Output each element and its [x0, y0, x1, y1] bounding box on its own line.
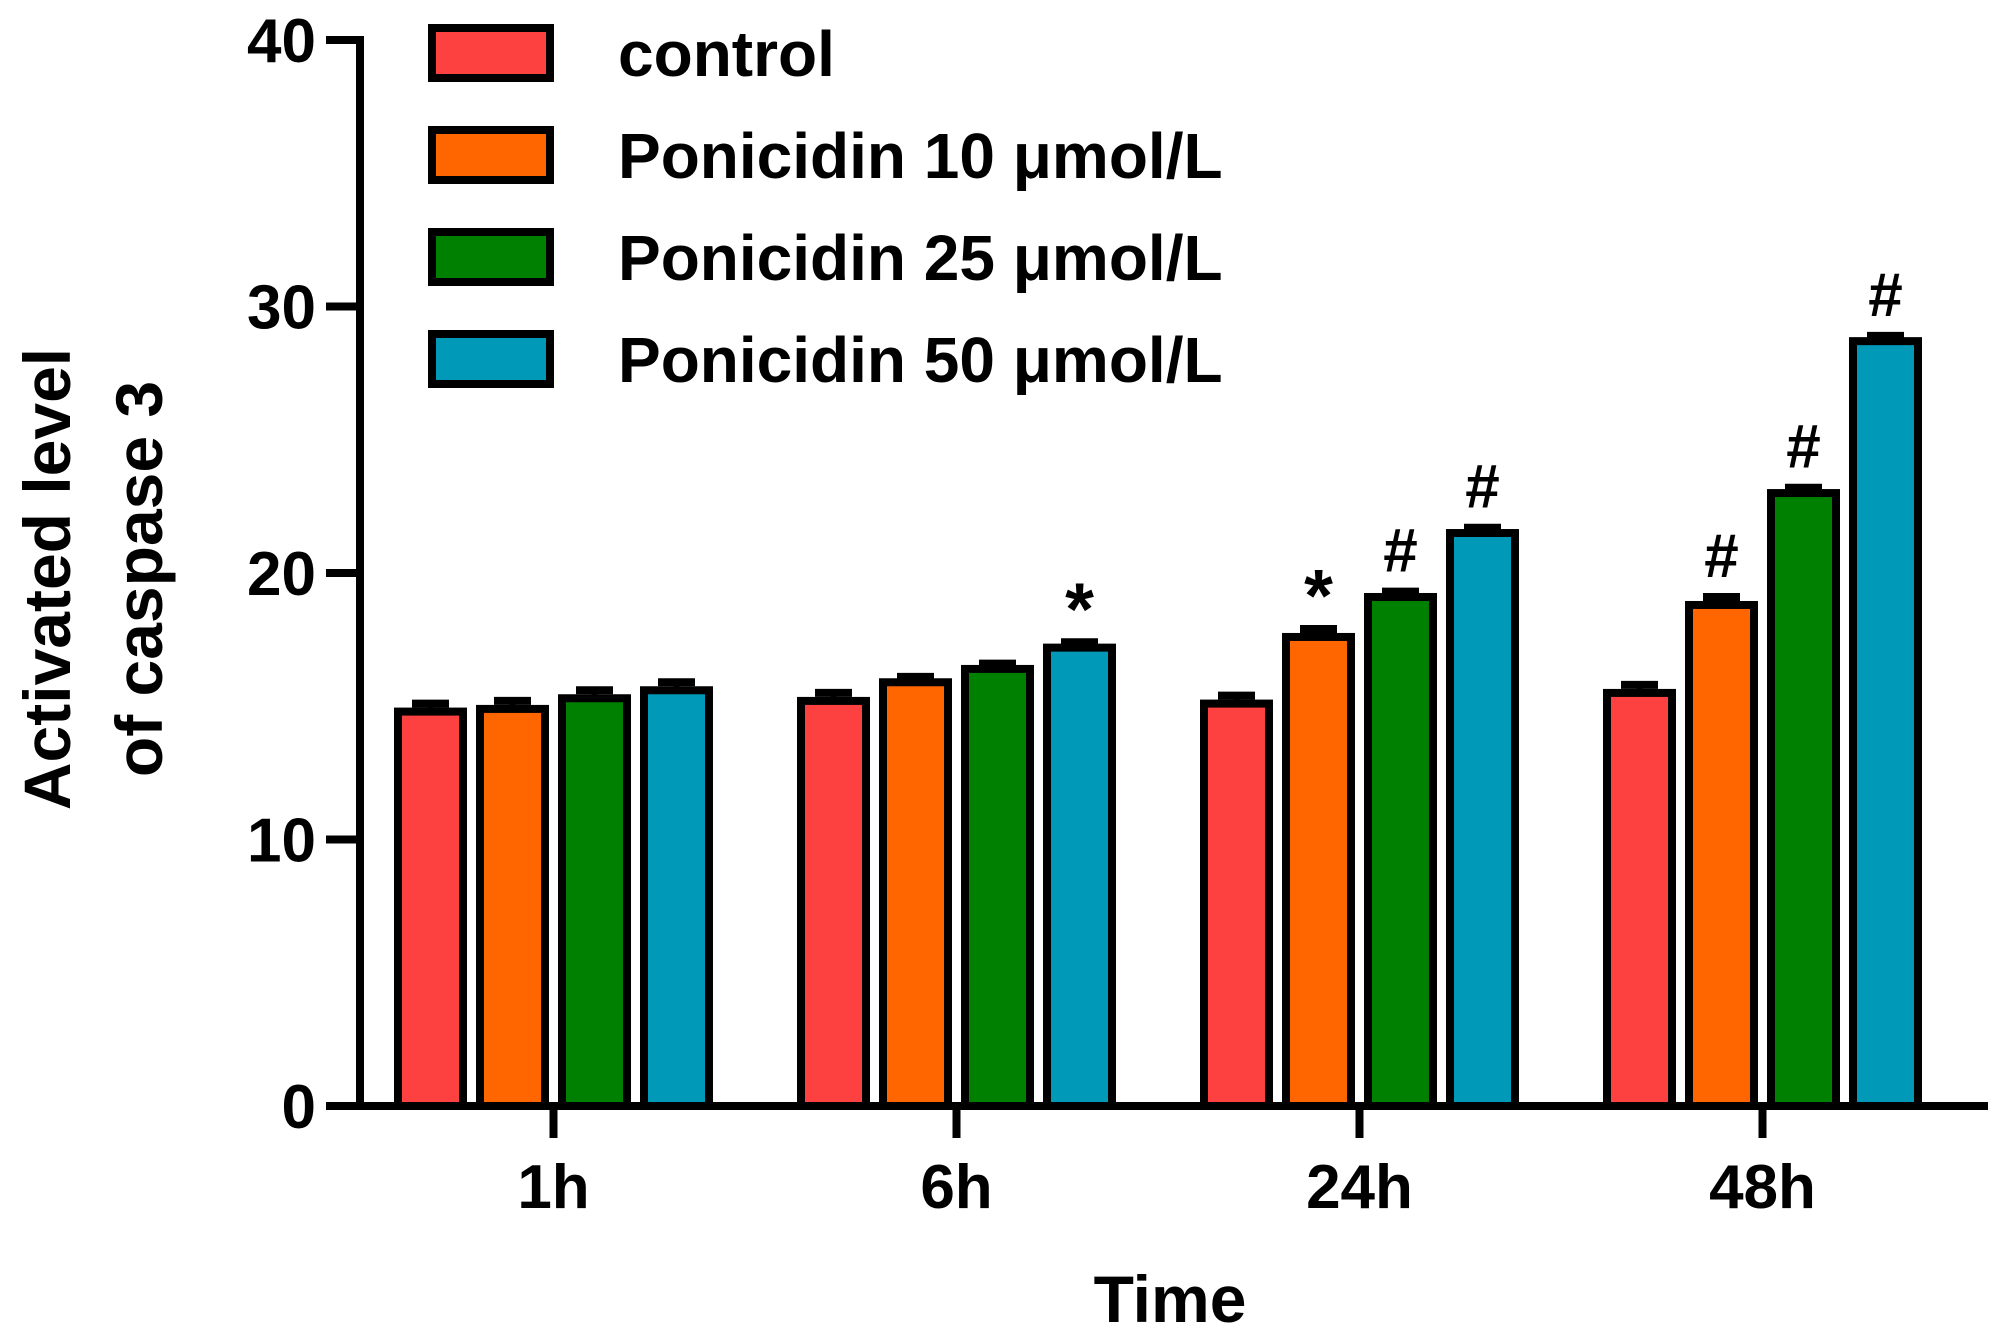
bar-6h-series-1 — [797, 696, 870, 1110]
bar-24h-series-2 — [1282, 632, 1355, 1111]
legend-label-series-4: Ponicidin 50 μmol/L — [618, 324, 1223, 396]
significance-marker: # — [1383, 517, 1417, 586]
bar-48h-series-3 — [1767, 489, 1840, 1110]
bar-24h-series-1 — [1200, 699, 1273, 1111]
y-axis-title-line-1: Activated level — [10, 348, 84, 810]
y-tick-label: 40 — [247, 7, 316, 76]
bar-48h-series-4 — [1849, 337, 1922, 1110]
x-tick-label-1h: 1h — [517, 1153, 589, 1222]
y-tick-label: 30 — [247, 274, 316, 343]
bar-1h-series-3 — [558, 694, 631, 1110]
bar-24h-series-3 — [1364, 592, 1437, 1110]
x-tick-label-48h: 48h — [1709, 1153, 1816, 1222]
significance-marker: # — [1704, 522, 1738, 591]
legend-label-series-3: Ponicidin 25 μmol/L — [618, 222, 1223, 294]
legend-swatch-series-2 — [428, 126, 554, 184]
significance-marker: * — [1065, 567, 1094, 650]
x-tick-label-24h: 24h — [1306, 1153, 1413, 1222]
bar-1h-series-1 — [394, 707, 467, 1111]
significance-marker: * — [1304, 554, 1333, 637]
legend-swatch-series-3 — [428, 228, 554, 286]
y-axis-title: Activated level of caspase 3 — [10, 348, 176, 810]
y-axis-title-line-2: of caspase 3 — [102, 381, 176, 777]
x-axis-title: Time — [1094, 1262, 1247, 1333]
legend-swatch-series-1 — [428, 24, 554, 82]
y-tick-label: 10 — [247, 807, 316, 876]
plot-area: * # # # * # #0 10 20 30 40 1h 6h 24h 48h — [247, 7, 1988, 1222]
bar-1h-series-2 — [476, 704, 549, 1110]
bar-6h-series-2 — [879, 678, 952, 1110]
legend: control Ponicidin 10 μmol/L Ponicidin 25 μ… — [428, 18, 1223, 396]
significance-marker: # — [1465, 453, 1499, 522]
bar-6h-series-3 — [961, 664, 1034, 1110]
legend-label-series-2: Ponicidin 10 μmol/L — [618, 120, 1223, 192]
x-tick-label-6h: 6h — [920, 1153, 992, 1222]
bar-48h-series-1 — [1603, 688, 1676, 1110]
legend-swatch-series-4 — [428, 330, 554, 388]
significance-marker: # — [1868, 261, 1902, 330]
bar-1h-series-4 — [640, 686, 713, 1110]
y-tick-label: 20 — [247, 540, 316, 609]
bar-24h-series-4 — [1446, 529, 1519, 1110]
bar-48h-series-2 — [1685, 600, 1758, 1110]
legend-label-series-1: control — [618, 18, 835, 90]
bar-6h-series-4 — [1043, 643, 1116, 1110]
significance-marker: # — [1786, 413, 1820, 482]
y-tick-label: 0 — [282, 1073, 316, 1142]
